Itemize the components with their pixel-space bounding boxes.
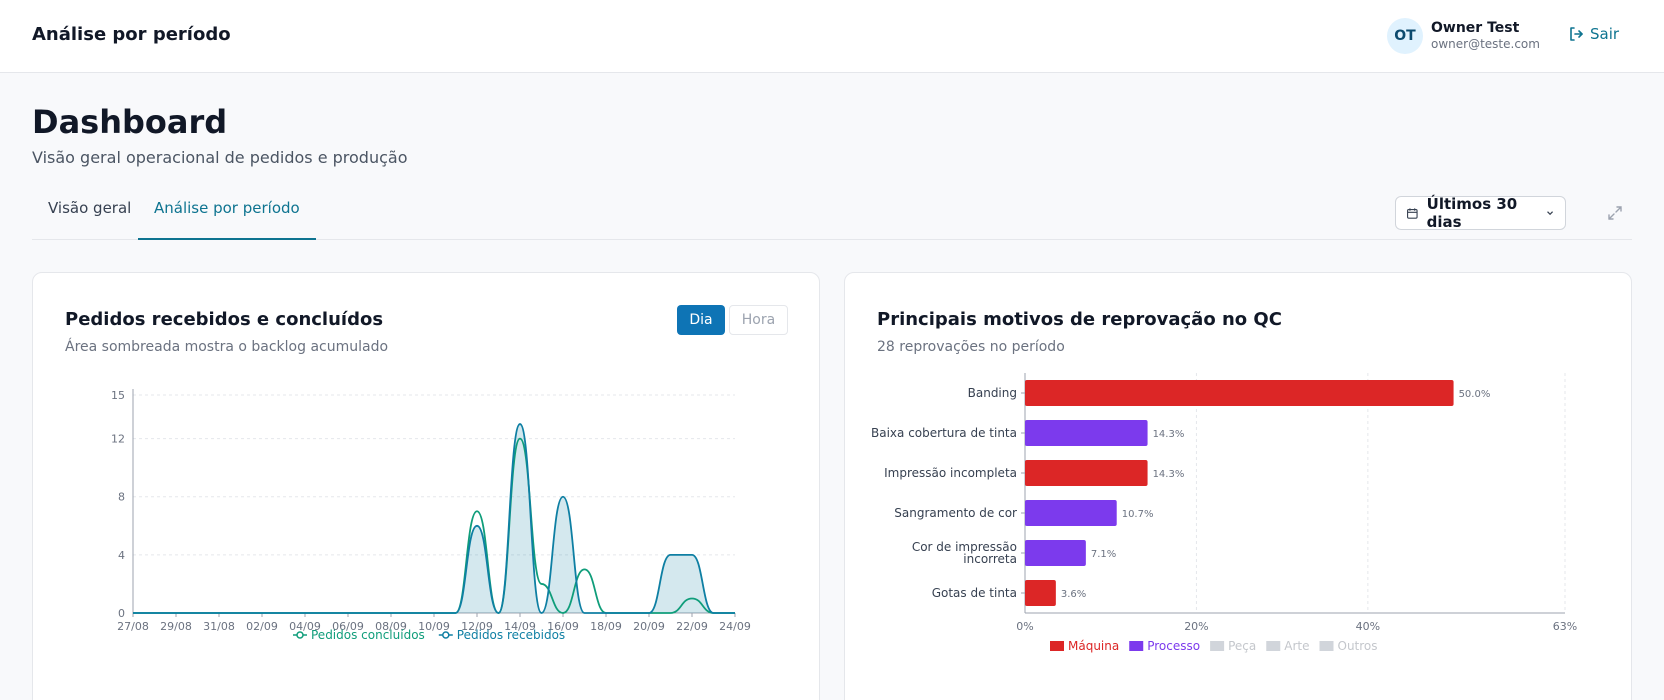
orders-line-chart: 0 4 8 12 15 27/08 29/08 31/08 02/09 04/09 06/09 08/… (111, 389, 751, 642)
date-range-label: Últimos 30 dias (1426, 195, 1518, 231)
x-tick-label: 20% (1184, 620, 1208, 633)
category-label: Gotas de tinta (932, 586, 1017, 600)
x-tick-label: 12/09 (461, 620, 493, 633)
bar (1025, 540, 1086, 566)
logout-label: Sair (1590, 25, 1620, 43)
x-tick-label: 22/09 (676, 620, 708, 633)
header-title: Análise por período (32, 24, 231, 45)
logout-button[interactable]: Sair (1568, 25, 1619, 43)
legend-swatch (1129, 641, 1144, 651)
tab-period-analysis[interactable]: Análise por período (138, 186, 316, 240)
x-tick-label: 0% (1016, 620, 1033, 633)
y-tick-label: 0 (118, 607, 125, 620)
qc-bar-chart: 0% 20% 40% 63% 50.0% Banding 14.3% Baixa cobert… (871, 373, 1577, 653)
orders-chart-title: Pedidos recebidos e concluídos (65, 309, 384, 330)
y-tick-label: 15 (111, 389, 125, 402)
backlog-area (133, 424, 735, 613)
x-tick-label: 16/09 (547, 620, 579, 633)
user-email: owner@teste.com (1431, 37, 1540, 52)
bar (1025, 460, 1148, 486)
x-tick-label: 31/08 (203, 620, 235, 633)
page-title: Dashboard (32, 103, 228, 141)
chevron-down-icon (1546, 211, 1553, 216)
x-tick-label: 02/09 (246, 620, 278, 633)
category-label: incorreta (963, 552, 1017, 566)
x-tick-label: 24/09 (719, 620, 751, 633)
tab-overview[interactable]: Visão geral (48, 199, 132, 217)
series-line (133, 423, 735, 614)
x-tick-label: 04/09 (289, 620, 321, 633)
qc-chart-subtitle: 28 reprovações no período (877, 339, 1065, 355)
y-tick-label: 8 (118, 491, 125, 504)
legend-label: Máquina (1068, 639, 1119, 653)
bar-value-label: 14.3% (1153, 469, 1185, 480)
category-label: Sangramento de cor (894, 506, 1017, 520)
bar-value-label: 10.7% (1122, 509, 1154, 520)
expand-icon[interactable] (1606, 204, 1624, 222)
legend-label: Arte (1284, 639, 1309, 653)
tab-bar: Visão geral Análise por período (32, 186, 1632, 240)
bar (1025, 420, 1148, 446)
x-tick-label: 40% (1356, 620, 1380, 633)
bar (1025, 380, 1454, 406)
x-tick-label: 14/09 (504, 620, 536, 633)
legend-marker-dot (296, 631, 304, 639)
category-label: Impressão incompleta (884, 466, 1017, 480)
x-tick-label: 20/09 (633, 620, 665, 633)
legend-label: Processo (1147, 639, 1200, 653)
user-name: Owner Test (1431, 19, 1520, 36)
legend-swatch (1266, 641, 1281, 651)
category-label: Cor de impressão (912, 540, 1017, 554)
x-tick-label: 08/09 (375, 620, 407, 633)
avatar[interactable]: OT (1387, 18, 1423, 54)
bar-value-label: 50.0% (1459, 389, 1491, 400)
legend-swatch (1210, 641, 1225, 651)
user-menu[interactable]: OT Owner Test owner@teste.com (1387, 18, 1540, 54)
legend-label: Pedidos recebidos (457, 628, 565, 642)
qc-chart-card: Principais motivos de reprovação no QC 2… (844, 272, 1632, 700)
bar (1025, 500, 1117, 526)
orders-chart-card: Pedidos recebidos e concluídos Área somb… (32, 272, 820, 700)
x-tick-label: 27/08 (117, 620, 149, 633)
bar-value-label: 7.1% (1091, 549, 1116, 560)
category-label: Banding (968, 386, 1017, 400)
x-tick-label: 06/09 (332, 620, 364, 633)
legend-label: Outros (1338, 639, 1378, 653)
x-tick-label: 18/09 (590, 620, 622, 633)
calendar-icon (1407, 207, 1418, 219)
legend-label: Pedidos concluídos (311, 628, 425, 642)
toggle-hour-button[interactable]: Hora (729, 305, 788, 335)
bar-value-label: 14.3% (1153, 429, 1185, 440)
top-bar: Análise por período OT Owner Test owner@… (0, 0, 1664, 73)
x-tick-label: 63% (1553, 620, 1577, 633)
x-tick-label: 29/08 (160, 620, 192, 633)
legend-label: Peça (1228, 639, 1256, 653)
legend-swatch (1319, 641, 1334, 651)
date-range-select[interactable]: Últimos 30 dias (1395, 195, 1566, 231)
orders-chart-subtitle: Área sombreada mostra o backlog acumulad… (65, 339, 389, 355)
y-tick-label: 4 (118, 549, 125, 562)
toggle-day-button[interactable]: Dia (677, 305, 725, 335)
legend-marker-dot (442, 631, 450, 639)
page-subtitle: Visão geral operacional de pedidos e pro… (32, 148, 408, 167)
bar-value-label: 3.6% (1061, 589, 1086, 600)
qc-chart-title: Principais motivos de reprovação no QC (877, 309, 1282, 330)
user-info: Owner Test owner@teste.com (1431, 20, 1540, 53)
bar (1025, 580, 1056, 606)
series-line (133, 437, 735, 614)
logout-icon (1570, 27, 1583, 41)
legend-swatch (1050, 641, 1064, 651)
category-label: Baixa cobertura de tinta (871, 426, 1017, 440)
x-tick-label: 10/09 (418, 620, 450, 633)
y-tick-label: 12 (111, 433, 125, 446)
